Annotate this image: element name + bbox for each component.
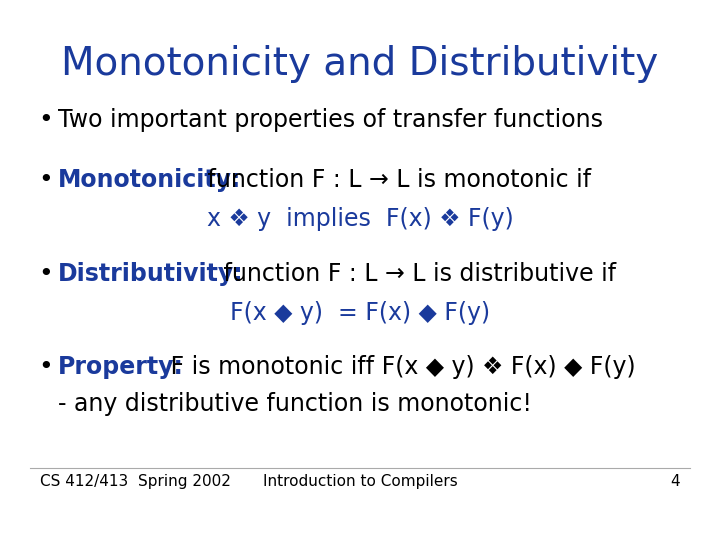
- Text: Two important properties of transfer functions: Two important properties of transfer fun…: [58, 108, 603, 132]
- Text: •: •: [38, 168, 53, 192]
- Text: •: •: [38, 355, 53, 379]
- Text: F(x ◆ y)  = F(x) ◆ F(y): F(x ◆ y) = F(x) ◆ F(y): [230, 301, 490, 325]
- Text: 4: 4: [670, 474, 680, 489]
- Text: F is monotonic iff F(x ◆ y) ❖ F(x) ◆ F(y): F is monotonic iff F(x ◆ y) ❖ F(x) ◆ F(y…: [163, 355, 636, 379]
- Text: Monotonicity:: Monotonicity:: [58, 168, 241, 192]
- Text: •: •: [38, 262, 53, 286]
- Text: CS 412/413  Spring 2002: CS 412/413 Spring 2002: [40, 474, 231, 489]
- Text: function F : L → L is distributive if: function F : L → L is distributive if: [216, 262, 616, 286]
- Text: function F : L → L is monotonic if: function F : L → L is monotonic if: [200, 168, 591, 192]
- Text: Monotonicity and Distributivity: Monotonicity and Distributivity: [61, 45, 659, 83]
- Text: •: •: [38, 108, 53, 132]
- Text: x ❖ y  implies  F(x) ❖ F(y): x ❖ y implies F(x) ❖ F(y): [207, 207, 513, 231]
- Text: - any distributive function is monotonic!: - any distributive function is monotonic…: [58, 392, 532, 416]
- Text: Property:: Property:: [58, 355, 184, 379]
- Text: Distributivity:: Distributivity:: [58, 262, 243, 286]
- Text: Introduction to Compilers: Introduction to Compilers: [263, 474, 457, 489]
